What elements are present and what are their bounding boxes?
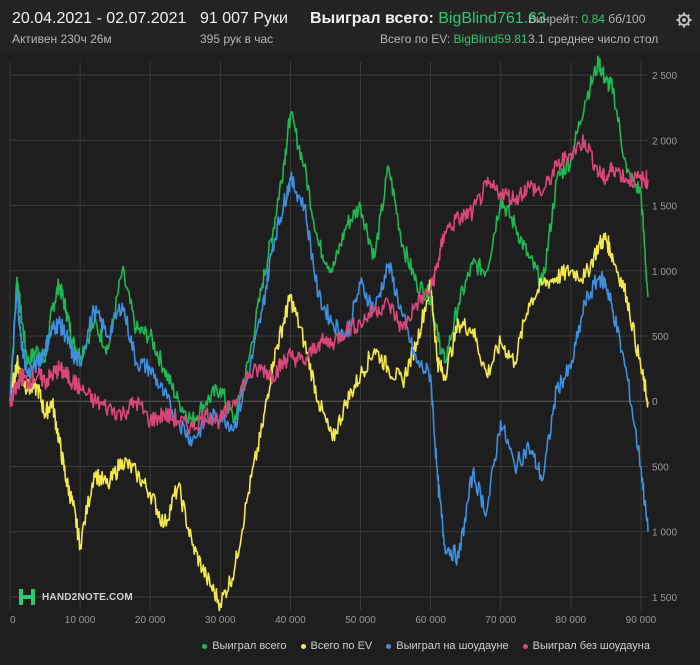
series-line-3 (9, 134, 649, 435)
series-line-0 (9, 55, 649, 427)
legend-label: Выиграл всего (212, 640, 287, 652)
winrate-label: Винрейт: (528, 12, 579, 26)
y-tick-label: 1 500 (652, 593, 677, 604)
winrate-value: 0.84 (581, 12, 605, 26)
y-tick-label: 2 000 (652, 136, 677, 147)
x-tick-label: 80 000 (556, 615, 587, 626)
legend-dot-icon (202, 643, 208, 649)
legend-dot-icon (386, 643, 392, 649)
series-line-1 (9, 232, 649, 612)
series-line-2 (9, 171, 649, 566)
legend-item[interactable]: Выиграл всего (202, 640, 287, 652)
stats-header: 20.04.2021 - 02.07.2021 Активен 230ч 26м… (0, 0, 700, 52)
x-tick-label: 90 000 (626, 615, 657, 626)
active-time: Активен 230ч 26м (12, 32, 112, 46)
x-tick-label: 30 000 (205, 615, 236, 626)
legend-item[interactable]: Выиграл без шоудауна (522, 640, 650, 652)
total-won-value: BigBlind761.63 (438, 10, 546, 27)
hands-count: 91 007 Руки (200, 10, 288, 27)
ev-total-label: Всего по EV: (380, 32, 451, 46)
x-tick-label: 40 000 (275, 615, 306, 626)
legend-dot-icon (300, 643, 306, 649)
hands-per-hour: 395 рук в час (200, 32, 274, 46)
y-tick-label: 0 (652, 397, 658, 408)
avg-tables: 3.1 среднее число стол (528, 32, 659, 46)
date-range[interactable]: 20.04.2021 - 02.07.2021 (12, 10, 187, 27)
ev-total-value: BigBlind59.81 (453, 32, 528, 46)
x-tick-label: 50 000 (345, 615, 376, 626)
x-tick-label: 10 000 (65, 615, 96, 626)
y-tick-label: 1 500 (652, 202, 677, 213)
series-lines (9, 55, 649, 612)
x-tick-label: 70 000 (485, 615, 516, 626)
profit-chart[interactable]: 2 500 2 000 1 500 1 000 500 0 500 1 000 1 500 0 1… (0, 52, 700, 640)
legend-label: Выиграл без шоудауна (532, 640, 650, 652)
y-tick-label: 1 000 (652, 528, 677, 539)
legend-item[interactable]: Выиграл на шоудауне (386, 640, 509, 652)
x-tick-label: 0 (10, 615, 16, 626)
hand2note-logo: HAND2NOTE.COM (18, 588, 133, 606)
logo-text: HAND2NOTE.COM (42, 591, 133, 603)
ev-total: Всего по EV: BigBlind59.81 (380, 32, 528, 46)
legend-dot-icon (522, 643, 528, 649)
legend: Выиграл всего Всего по EV Выиграл на шоуда… (202, 640, 650, 652)
y-tick-label: 500 (652, 462, 669, 473)
legend-item[interactable]: Всего по EV (300, 640, 373, 652)
y-axis-ticks: 2 500 2 000 1 500 1 000 500 0 500 1 000 1 500 (652, 71, 677, 604)
total-won: Выиграл всего: BigBlind761.63 (310, 10, 546, 28)
legend-label: Выиграл на шоудауне (396, 640, 509, 652)
winrate: Винрейт: 0.84 бб/100 (528, 12, 645, 26)
winrate-unit: бб/100 (608, 12, 646, 26)
y-tick-label: 2 500 (652, 71, 677, 82)
legend-label: Всего по EV (310, 640, 373, 652)
y-tick-label: 500 (652, 332, 669, 343)
hand2note-logo-icon (19, 589, 35, 605)
x-tick-label: 20 000 (135, 615, 166, 626)
gear-icon[interactable] (676, 12, 692, 28)
x-tick-label: 60 000 (415, 615, 446, 626)
grid (9, 62, 648, 610)
y-tick-label: 1 000 (652, 267, 677, 278)
total-won-label: Выиграл всего: (310, 10, 434, 27)
x-axis-ticks: 0 10 000 20 000 30 000 40 000 50 000 60 000 70 … (10, 615, 657, 626)
